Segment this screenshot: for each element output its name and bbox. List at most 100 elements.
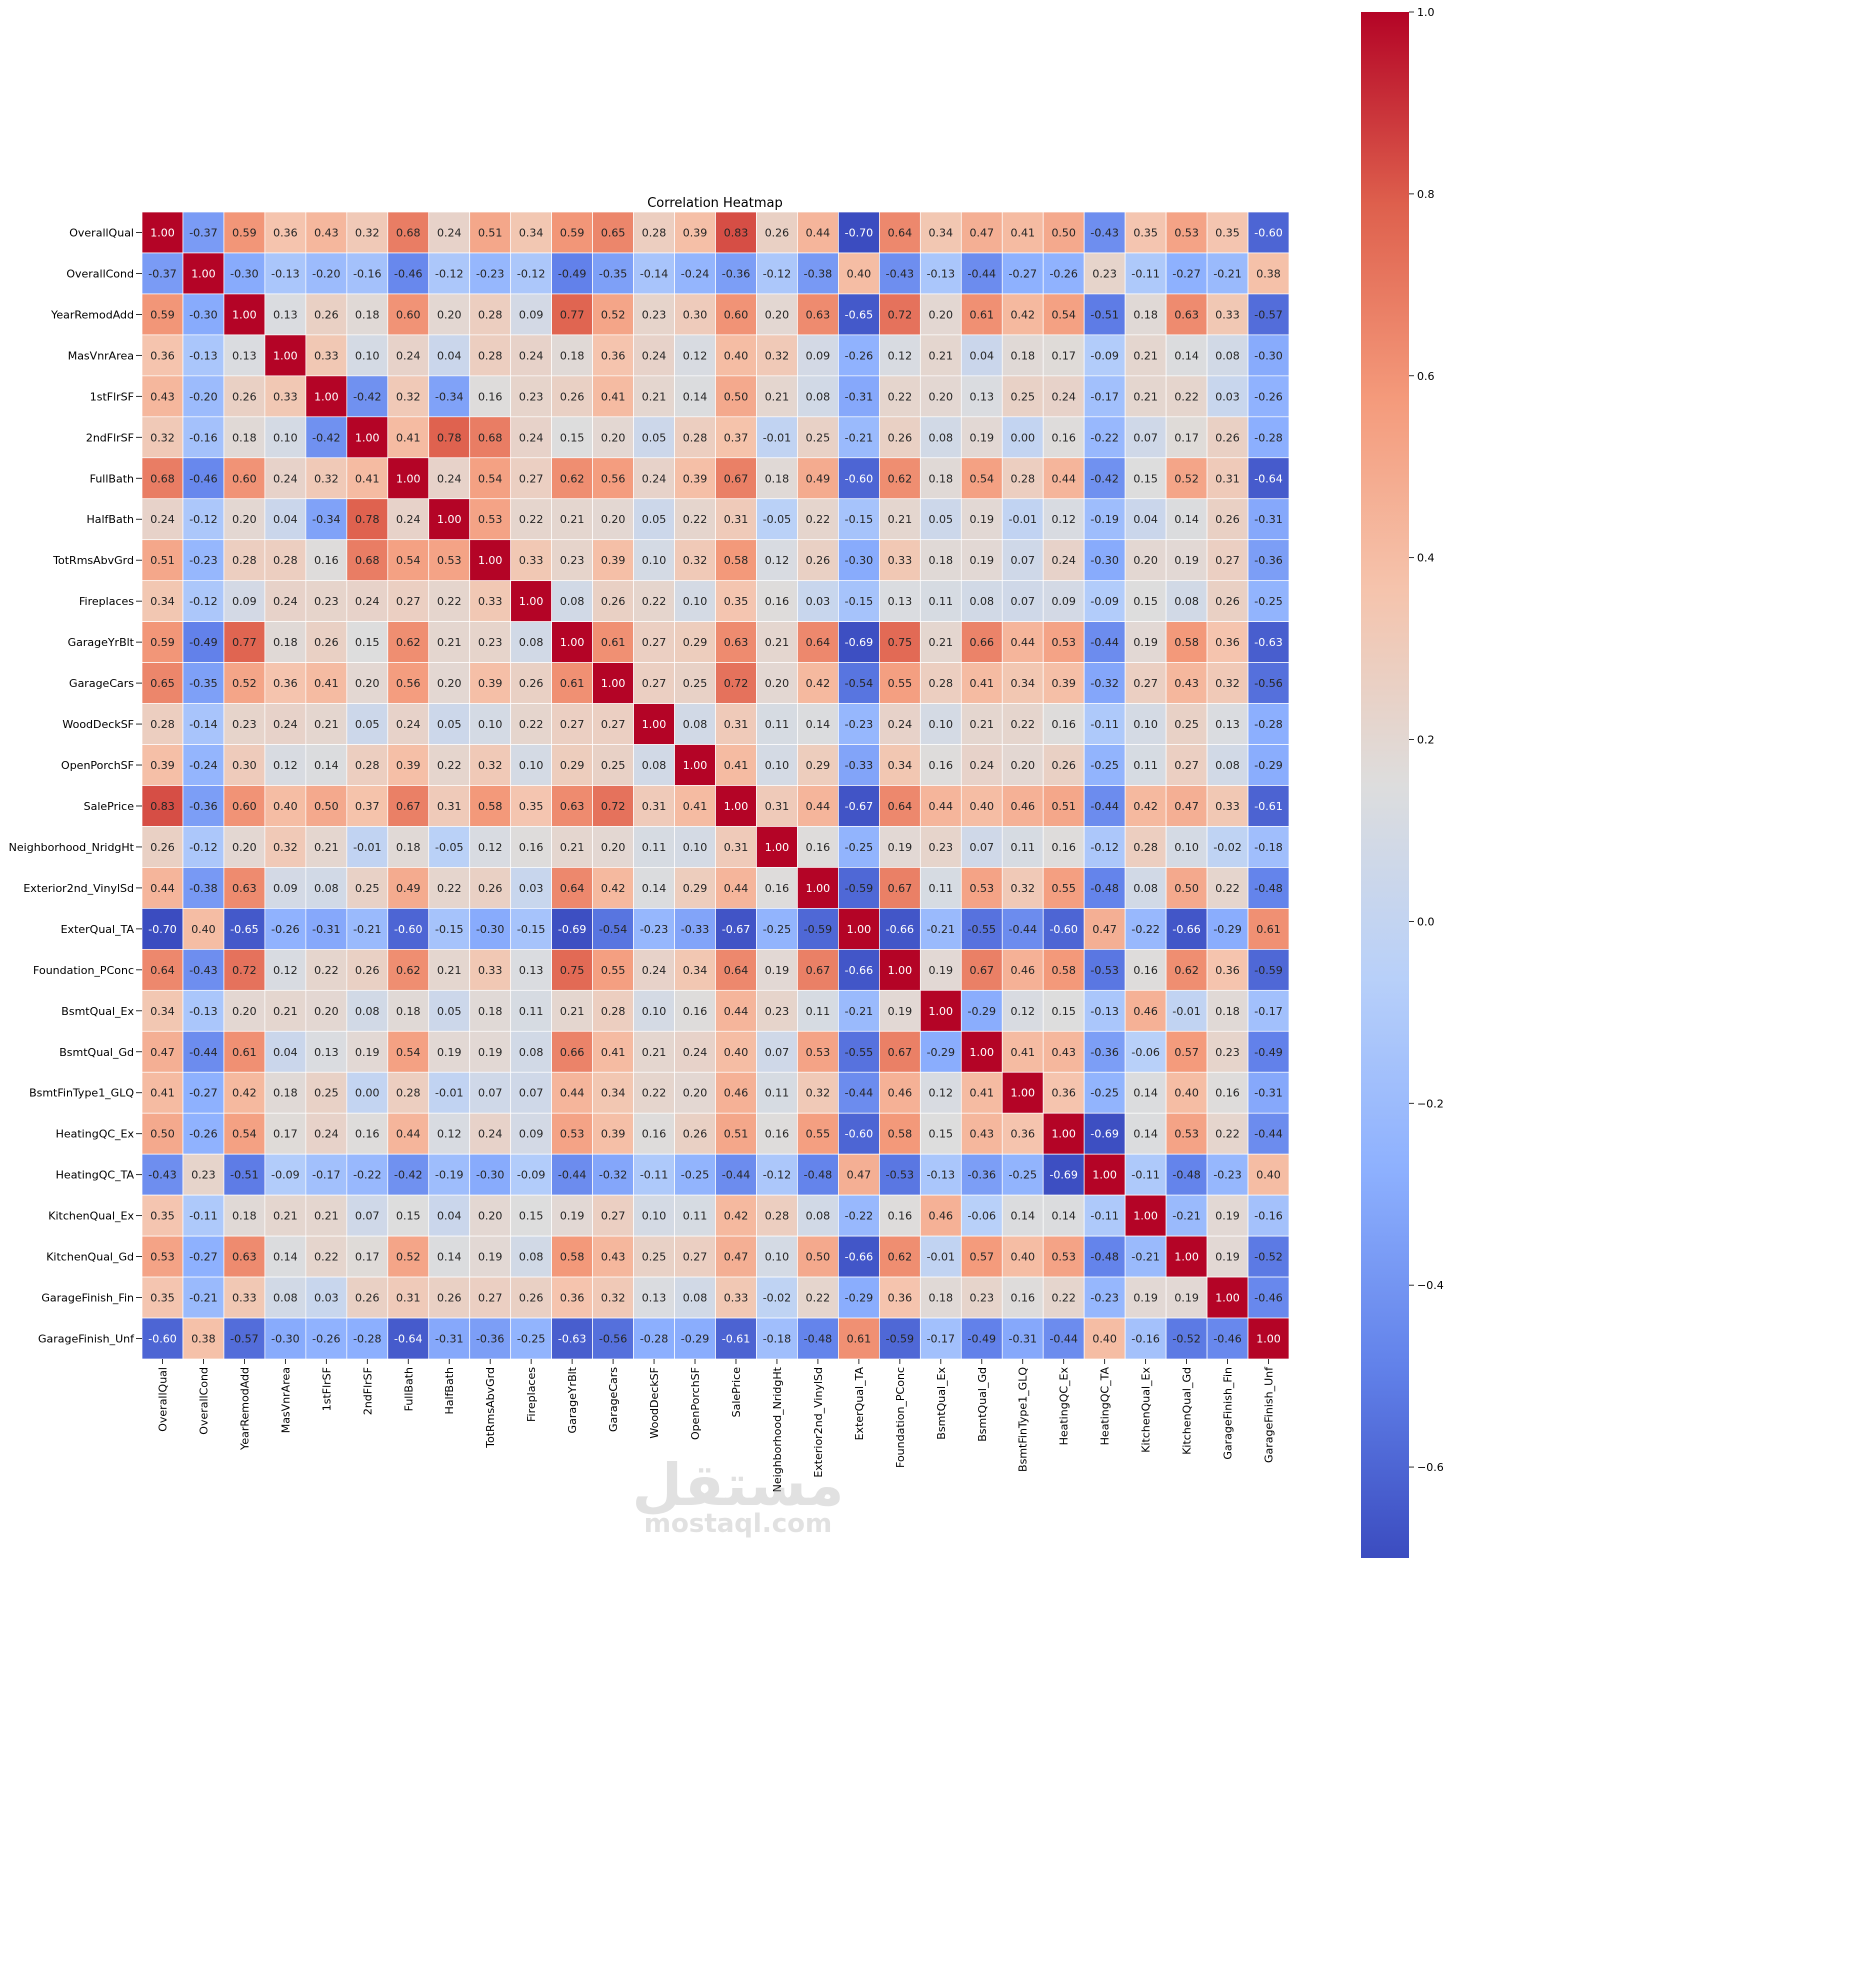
heatmap-cell	[1206, 539, 1249, 582]
cell-value-label: 0.31	[642, 800, 667, 813]
cell-value-label: 0.17	[1174, 431, 1199, 444]
heatmap-cell	[141, 1153, 184, 1196]
cell-value-label: -0.28	[640, 1333, 668, 1346]
heatmap-cell	[919, 1153, 962, 1196]
cell-value-label: -0.24	[189, 759, 217, 772]
cell-value-label: -0.44	[968, 267, 996, 280]
column-tick-label: TotRmsAbvGrd	[484, 1367, 497, 1449]
cell-value-label: 0.13	[1215, 718, 1240, 731]
heatmap-cell	[1124, 293, 1167, 336]
heatmap-cell	[1083, 949, 1126, 991]
cell-value-label: -0.30	[1254, 349, 1282, 362]
cell-value-label: 0.33	[232, 1292, 257, 1305]
cell-value-label: 0.55	[1051, 882, 1076, 895]
cell-value-label: 0.56	[396, 677, 421, 690]
cell-value-label: 0.54	[970, 472, 995, 485]
cell-value-label: 0.63	[560, 800, 585, 813]
cell-value-label: 1.00	[888, 964, 913, 977]
cell-value-label: 0.19	[1133, 1292, 1158, 1305]
heatmap-cell	[797, 211, 839, 254]
cell-value-label: 0.50	[150, 1128, 175, 1141]
cell-value-label: 0.60	[232, 472, 257, 485]
cell-value-label: 0.41	[724, 759, 749, 772]
colorbar-tick-label: −0.2	[1417, 1097, 1444, 1110]
cell-value-label: 0.23	[191, 1169, 216, 1182]
heatmap-cell	[1001, 1030, 1044, 1073]
cell-value-label: -0.63	[558, 1333, 586, 1346]
heatmap-cell	[919, 908, 962, 950]
heatmap-cell	[428, 539, 471, 582]
heatmap-cell	[1042, 211, 1085, 254]
heatmap-cell	[592, 662, 634, 704]
cell-value-label: 0.50	[314, 800, 339, 813]
cell-value-label: -0.21	[845, 1005, 873, 1018]
cell-value-label: -0.48	[804, 1169, 832, 1182]
cell-value-label: -0.36	[189, 800, 217, 813]
cell-value-label: 0.23	[970, 1292, 995, 1305]
cell-value-label: -0.69	[845, 636, 873, 649]
heatmap-cell	[1083, 908, 1126, 950]
heatmap-cell	[346, 989, 389, 1032]
cell-value-label: 0.09	[1051, 595, 1076, 608]
cell-value-label: 0.29	[560, 759, 585, 772]
cell-value-label: 0.33	[1215, 308, 1240, 321]
heatmap-cell	[305, 1235, 348, 1278]
cell-value-label: 0.13	[273, 308, 298, 321]
cell-value-label: 0.46	[724, 1087, 749, 1100]
heatmap-cell	[756, 989, 798, 1032]
heatmap-cell	[141, 1030, 184, 1073]
heatmap-cell	[1042, 498, 1085, 541]
heatmap-cell	[428, 498, 471, 541]
heatmap-cell	[1124, 252, 1167, 295]
heatmap-cell	[1124, 1276, 1167, 1319]
heatmap-cell	[1124, 785, 1167, 827]
heatmap-cell	[1042, 416, 1085, 459]
cell-value-label: -0.36	[968, 1169, 996, 1182]
cell-value-label: 0.68	[150, 472, 175, 485]
cell-value-label: 0.18	[560, 349, 585, 362]
heatmap-cell	[1042, 1071, 1085, 1114]
heatmap-cell	[1247, 1112, 1290, 1155]
cell-value-label: 0.24	[642, 349, 667, 362]
heatmap-cell	[592, 1112, 634, 1155]
heatmap-cell	[1247, 949, 1290, 991]
cell-value-label: 0.22	[806, 513, 831, 526]
heatmap-cell	[960, 1235, 1003, 1278]
heatmap-cell	[305, 1153, 348, 1196]
heatmap-cell	[387, 908, 430, 950]
cell-value-label: 0.55	[806, 1128, 831, 1141]
cell-value-label: 0.35	[150, 1292, 175, 1305]
heatmap-cell	[756, 908, 798, 950]
cell-value-label: 0.24	[396, 718, 421, 731]
cell-value-label: -0.44	[845, 1087, 873, 1100]
heatmap-cell	[469, 785, 512, 827]
heatmap-cell	[346, 785, 389, 827]
cell-value-label: 0.44	[1051, 472, 1076, 485]
cell-value-label: -0.13	[189, 349, 217, 362]
heatmap-cell	[223, 1276, 266, 1319]
heatmap-cell	[1247, 785, 1290, 827]
cell-value-label: -0.12	[763, 267, 791, 280]
cell-value-label: 0.24	[273, 472, 298, 485]
heatmap-cell	[1001, 1153, 1044, 1196]
cell-value-label: -0.46	[1213, 1333, 1241, 1346]
cell-value-label: 0.26	[806, 554, 831, 567]
heatmap-cell	[510, 457, 552, 500]
cell-value-label: 0.12	[765, 554, 790, 567]
cell-value-label: 0.08	[929, 431, 954, 444]
cell-value-label: 0.77	[560, 308, 585, 321]
cell-value-label: 0.67	[970, 964, 995, 977]
heatmap-cell	[879, 375, 921, 418]
cell-value-label: -0.31	[1008, 1333, 1036, 1346]
cell-value-label: 0.59	[150, 308, 175, 321]
heatmap-cell	[346, 826, 389, 868]
heatmap-cell	[797, 375, 839, 418]
heatmap-cell	[838, 1276, 880, 1319]
cell-value-label: 0.18	[929, 554, 954, 567]
heatmap-cell	[756, 334, 798, 377]
row-tick-label: HalfBath	[86, 513, 134, 526]
cell-value-label: 1.00	[150, 226, 175, 239]
cell-value-label: 0.12	[1010, 1005, 1035, 1018]
heatmap-cell	[592, 1235, 634, 1278]
heatmap-cell	[264, 1030, 307, 1073]
